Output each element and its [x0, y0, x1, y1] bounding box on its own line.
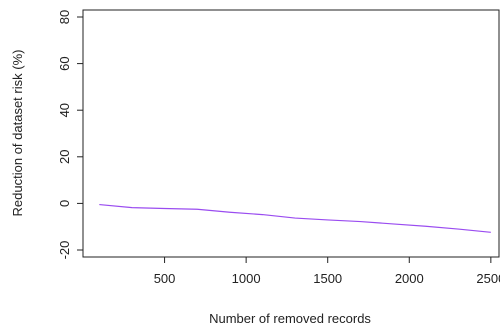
- y-axis-title: Reduction of dataset risk (%): [10, 50, 25, 217]
- series-layer: [99, 203, 491, 233]
- series-line-0: [99, 203, 491, 233]
- x-tick-label-1: 1000: [232, 271, 261, 286]
- y-tick-label-2: 20: [57, 150, 72, 164]
- x-axis: 500 1000 1500 2000 2500: [154, 257, 500, 286]
- y-tick-label-1: 0: [57, 200, 72, 207]
- y-tick-label-4: 60: [57, 56, 72, 70]
- y-axis: -20 0 20 40 60 80: [57, 10, 83, 260]
- y-tick-label-0: -20: [57, 241, 72, 260]
- x-axis-title: Number of removed records: [209, 311, 371, 326]
- x-tick-label-4: 2500: [476, 271, 500, 286]
- plot-frame: [82, 9, 500, 258]
- x-tick-label-0: 500: [154, 271, 176, 286]
- y-tick-label-3: 40: [57, 103, 72, 117]
- y-tick-label-5: 80: [57, 10, 72, 24]
- x-tick-label-2: 1500: [313, 271, 342, 286]
- x-tick-label-3: 2000: [395, 271, 424, 286]
